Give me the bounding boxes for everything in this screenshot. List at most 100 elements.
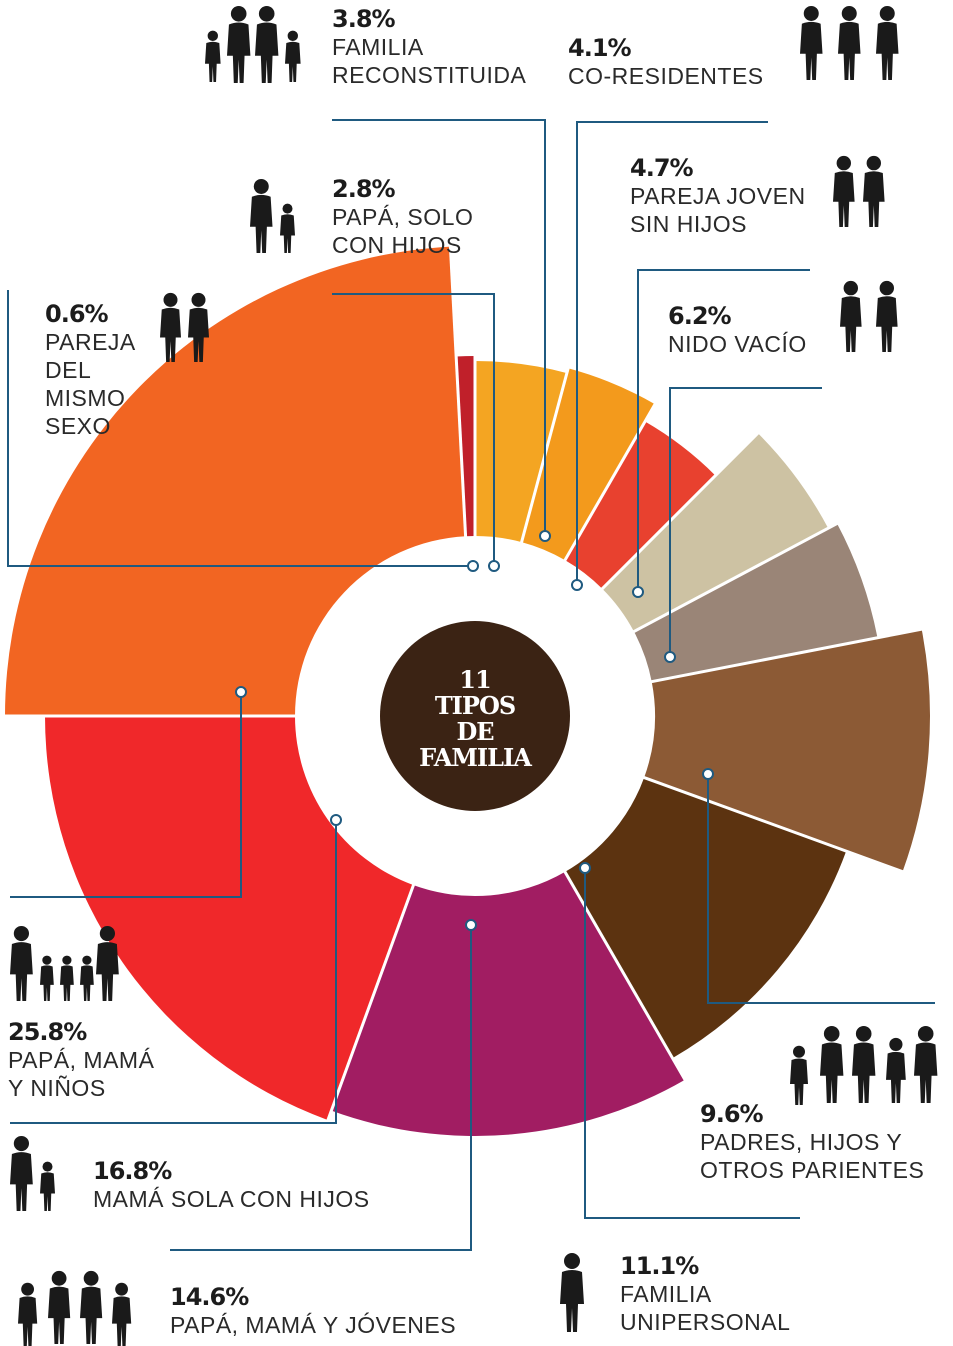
leader-dot xyxy=(664,651,676,663)
leader-single-person xyxy=(584,868,800,1219)
leader-parents-youths xyxy=(170,925,472,1251)
person-icon xyxy=(820,1025,844,1103)
label-text: MAMÁ SOLA CON HIJOS xyxy=(93,1186,370,1212)
person-icon xyxy=(800,5,823,81)
person-icon xyxy=(863,155,885,227)
leader-dot xyxy=(702,768,714,780)
person-icon xyxy=(876,5,899,81)
family-icon xyxy=(205,5,301,83)
label-parents-youths: 14.6% PAPÁ, MAMÁ Y JÓVENES xyxy=(170,1283,456,1339)
label-young-couple: 4.7% PAREJA JOVEN SIN HIJOS xyxy=(630,154,806,238)
label-percentage: 4.7% xyxy=(630,154,694,182)
label-single-person: 11.1% FAMILIA UNIPERSONAL xyxy=(620,1252,790,1336)
person-icon xyxy=(852,1025,876,1103)
leader-dot xyxy=(632,586,644,598)
person-icon xyxy=(227,5,251,83)
person-icon xyxy=(60,955,74,1001)
slice-parents-youths xyxy=(331,871,685,1136)
label-percentage: 25.8% xyxy=(8,1018,87,1046)
person-icon xyxy=(48,1270,71,1344)
label-text: PADRES, HIJOS Y xyxy=(700,1129,903,1155)
leader-co-residents xyxy=(576,121,768,585)
leader-dot xyxy=(465,919,477,931)
label-text: FAMILIA xyxy=(332,34,424,60)
leader-same-sex xyxy=(7,290,473,567)
label-percentage: 3.8% xyxy=(332,5,396,33)
label-percentage: 6.2% xyxy=(668,302,732,330)
leader-lines xyxy=(7,119,935,1251)
slice-reconstituted xyxy=(521,368,655,561)
leader-single-mom xyxy=(10,820,337,1124)
label-extended: 9.6% PADRES, HIJOS Y OTROS PARIENTES xyxy=(700,1100,924,1184)
center-line-3: DE xyxy=(456,717,494,746)
slice-divider xyxy=(448,236,472,622)
person-icon xyxy=(560,1253,584,1332)
slice-parents-kids xyxy=(5,246,466,717)
label-single-mom: 16.8% MAMÁ SOLA CON HIJOS xyxy=(93,1157,370,1213)
slice-empty-nest xyxy=(633,523,878,682)
person-icon xyxy=(188,292,209,362)
person-icon xyxy=(250,178,273,254)
person-icon xyxy=(160,292,181,362)
person-icon xyxy=(876,280,898,352)
person-icon xyxy=(40,1161,55,1211)
person-icon xyxy=(255,5,279,83)
person-icon xyxy=(285,30,301,82)
label-text: RECONSTITUIDA xyxy=(332,62,527,88)
center-line-2: TIPOS xyxy=(435,691,515,720)
label-text: SIN HIJOS xyxy=(630,211,747,237)
leader-dot xyxy=(539,530,551,542)
icons-layer xyxy=(10,5,938,1346)
label-text: MISMO xyxy=(45,385,126,411)
slice-divider xyxy=(558,489,900,673)
label-percentage: 2.8% xyxy=(332,175,396,203)
leader-dot xyxy=(235,686,247,698)
slice-co-residents xyxy=(565,421,716,589)
slice-divider xyxy=(521,299,717,635)
label-text: FAMILIA xyxy=(620,1281,712,1307)
label-text: CO-RESIDENTES xyxy=(568,63,764,89)
person-icon xyxy=(833,155,855,227)
label-same-sex: 0.6% PAREJA DEL MISMO SEXO xyxy=(45,300,136,440)
woman-icon xyxy=(560,1253,584,1332)
label-percentage: 14.6% xyxy=(170,1283,249,1311)
label-text: DEL xyxy=(45,357,92,383)
leader-parents-kids xyxy=(10,692,242,898)
family-youth-icon xyxy=(18,1270,132,1346)
person-icon xyxy=(40,955,54,1001)
leader-single-dad xyxy=(332,293,495,566)
slice-divider xyxy=(567,622,947,700)
label-percentage: 11.1% xyxy=(620,1252,699,1280)
label-single-dad: 2.8% PAPÁ, SOLO CON HIJOS xyxy=(332,175,473,259)
center-hub xyxy=(380,621,570,811)
label-text: CON HIJOS xyxy=(332,232,462,258)
label-text: UNIPERSONAL xyxy=(620,1309,791,1335)
slice-same-sex xyxy=(456,356,475,537)
label-text: PAREJA xyxy=(45,329,136,355)
label-text: OTROS PARIENTES xyxy=(700,1157,925,1183)
label-text: PAPÁ, MAMÁ xyxy=(8,1047,155,1073)
elderly-couple-icon xyxy=(840,280,898,352)
person-icon xyxy=(96,925,119,1001)
chart-slices xyxy=(0,236,947,1168)
label-co-residents: 4.1% CO-RESIDENTES xyxy=(568,34,764,90)
person-icon xyxy=(886,1037,906,1103)
mother-child-icon xyxy=(10,1135,55,1211)
slice-extended xyxy=(644,629,930,872)
slice-divider xyxy=(563,747,927,882)
person-icon xyxy=(280,203,295,253)
slice-divider xyxy=(309,804,444,1168)
leader-reconstituted xyxy=(332,119,546,536)
label-text: PAREJA JOVEN xyxy=(630,183,806,209)
center-line-1: 11 xyxy=(459,665,490,694)
label-percentage: 16.8% xyxy=(93,1157,172,1185)
person-icon xyxy=(840,280,862,352)
leader-dot xyxy=(488,560,500,572)
label-percentage: 0.6% xyxy=(45,300,109,328)
person-icon xyxy=(205,30,221,82)
leader-young-couple xyxy=(637,269,810,592)
slice-single-mom xyxy=(45,716,414,1121)
person-icon xyxy=(80,1270,103,1344)
leader-extended xyxy=(707,774,935,1004)
